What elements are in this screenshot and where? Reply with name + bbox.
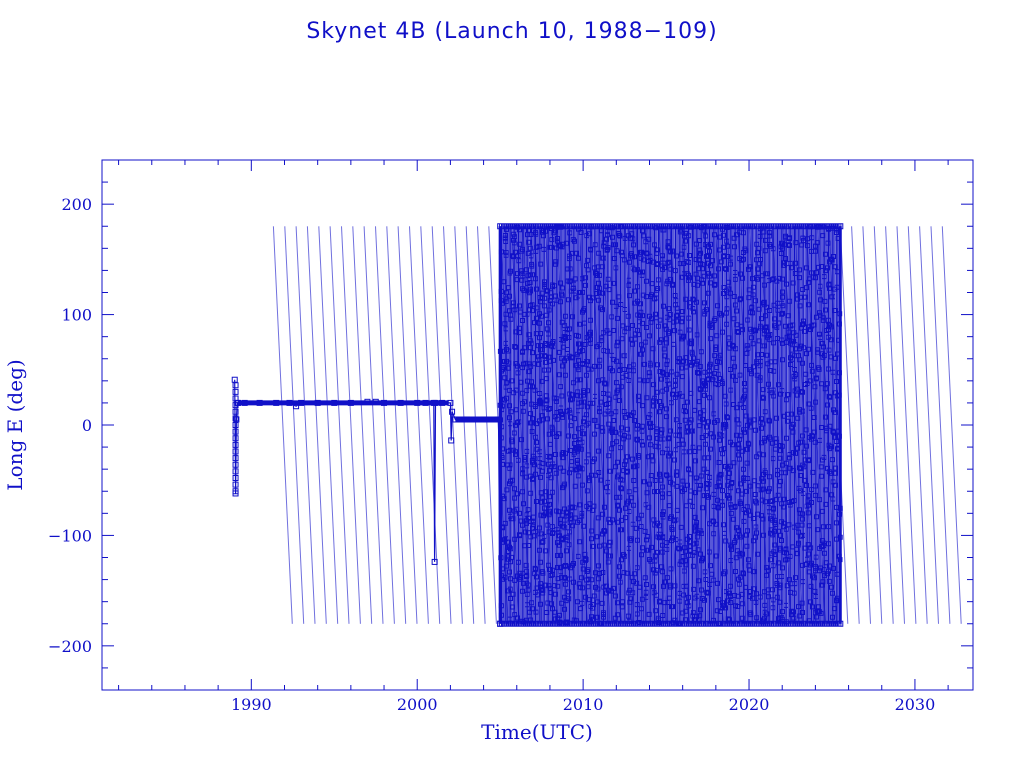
series-point bbox=[232, 435, 239, 442]
y-tick-labels: −200 −100 0 100 200 bbox=[48, 195, 92, 656]
series-point bbox=[414, 399, 421, 406]
series-layer bbox=[231, 223, 962, 627]
y-tick-label: −200 bbox=[48, 637, 92, 656]
series-point bbox=[480, 416, 487, 423]
series-point bbox=[397, 399, 404, 406]
series-point bbox=[232, 382, 239, 389]
series-point bbox=[232, 422, 239, 428]
y-tick-label: 200 bbox=[61, 195, 92, 214]
series-point bbox=[232, 481, 239, 488]
series-point bbox=[232, 415, 239, 422]
series-point bbox=[232, 475, 239, 481]
x-tick-label: 2000 bbox=[397, 695, 438, 714]
series-point bbox=[232, 395, 239, 402]
series-point bbox=[372, 398, 379, 405]
x-tick-label: 2010 bbox=[563, 695, 604, 714]
series-point bbox=[298, 399, 305, 406]
series-point bbox=[232, 448, 239, 455]
series-point bbox=[241, 399, 248, 406]
series-point bbox=[232, 408, 239, 415]
series-point bbox=[256, 399, 263, 406]
series-point bbox=[432, 399, 439, 406]
y-tick-label: 100 bbox=[61, 306, 92, 325]
series-point bbox=[232, 455, 239, 462]
series-point bbox=[232, 402, 239, 409]
series-point bbox=[422, 399, 429, 406]
series-point bbox=[232, 488, 239, 495]
x-tick-label: 2030 bbox=[895, 695, 936, 714]
x-tick-label: 2020 bbox=[729, 695, 770, 714]
series-drift-traces bbox=[272, 226, 962, 624]
x-tick-labels: 1990 2000 2010 2020 2030 bbox=[231, 695, 935, 714]
series-point bbox=[286, 399, 293, 406]
series-point bbox=[232, 468, 239, 475]
series-point bbox=[233, 416, 240, 423]
series-point bbox=[463, 416, 470, 423]
minor-ticks bbox=[102, 160, 973, 690]
major-ticks bbox=[102, 160, 973, 690]
series-point bbox=[331, 399, 338, 406]
y-axis-title: Long E (deg) bbox=[3, 359, 27, 490]
series-point bbox=[364, 398, 371, 405]
series-point bbox=[273, 399, 280, 406]
series-markers-edges bbox=[497, 223, 844, 627]
series-point bbox=[232, 461, 239, 468]
series-point bbox=[447, 399, 454, 406]
series-point bbox=[439, 399, 446, 406]
x-tick-label: 1990 bbox=[231, 695, 272, 714]
series-point bbox=[232, 428, 239, 435]
x-axis-title: Time(UTC) bbox=[481, 720, 593, 744]
y-tick-label: 0 bbox=[82, 416, 92, 435]
chart-title: Skynet 4B (Launch 10, 1988−109) bbox=[306, 19, 717, 44]
series-point bbox=[232, 441, 239, 448]
y-tick-label: −100 bbox=[48, 526, 92, 545]
series-point bbox=[231, 376, 238, 383]
series-point bbox=[232, 388, 239, 395]
series-point bbox=[314, 399, 321, 406]
series-point bbox=[347, 399, 354, 406]
